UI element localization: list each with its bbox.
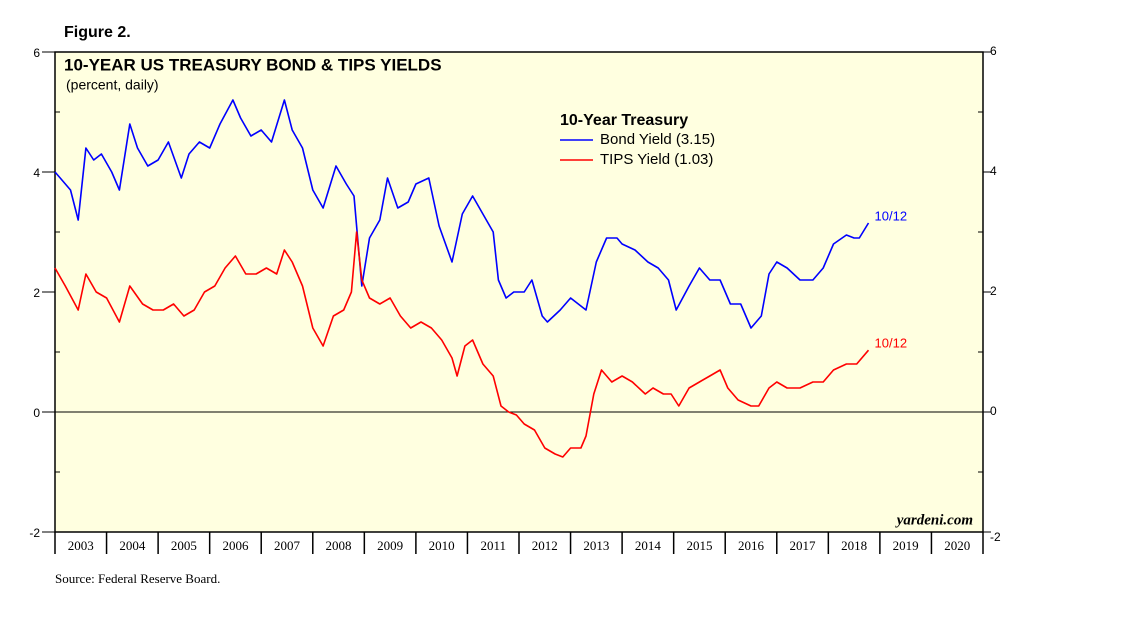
legend-label: TIPS Yield (1.03): [600, 151, 713, 168]
x-tick-label: 2015: [686, 538, 712, 553]
x-tick-label: 2018: [841, 538, 867, 553]
y-tick-label-right: 0: [990, 404, 997, 418]
figure-label: Figure 2.: [64, 24, 131, 41]
y-tick-label-right: 6: [990, 44, 997, 58]
x-tick-label: 2005: [171, 538, 197, 553]
end-label: 10/12: [875, 208, 908, 223]
x-tick-label: 2014: [635, 538, 662, 553]
y-tick-label: 4: [33, 166, 40, 180]
source-note: Source: Federal Reserve Board.: [55, 571, 220, 586]
y-tick-label: 2: [33, 286, 40, 300]
x-tick-label: 2020: [944, 538, 970, 553]
y-tick-label: 0: [33, 406, 40, 420]
x-tick-label: 2011: [480, 538, 506, 553]
watermark: yardeni.com: [895, 512, 973, 528]
x-tick-label: 2009: [377, 538, 403, 553]
x-tick-label: 2013: [583, 538, 609, 553]
chart-subtitle: (percent, daily): [66, 77, 159, 93]
y-tick-label: -2: [29, 526, 40, 540]
x-tick-label: 2004: [119, 538, 146, 553]
y-tick-label-right: 4: [990, 164, 997, 178]
x-tick-label: 2019: [893, 538, 919, 553]
legend-title: 10-Year Treasury: [560, 112, 688, 129]
x-tick-label: 2008: [326, 538, 352, 553]
x-tick-label: 2012: [532, 538, 558, 553]
x-tick-label: 2010: [429, 538, 455, 553]
end-label: 10/12: [875, 336, 908, 351]
legend-label: Bond Yield (3.15): [600, 131, 715, 148]
y-tick-label-right: -2: [990, 530, 1001, 544]
y-tick-label: 6: [33, 46, 40, 60]
x-tick-label: 2016: [738, 538, 765, 553]
x-tick-label: 2006: [222, 538, 249, 553]
x-tick-label: 2017: [790, 538, 817, 553]
series-line: [54, 231, 870, 458]
x-tick-label: 2003: [68, 538, 94, 553]
y-tick-label-right: 2: [990, 284, 997, 298]
series-line: [54, 99, 870, 329]
x-tick-label: 2007: [274, 538, 301, 553]
chart-title: 10-YEAR US TREASURY BOND & TIPS YIELDS: [64, 55, 442, 74]
